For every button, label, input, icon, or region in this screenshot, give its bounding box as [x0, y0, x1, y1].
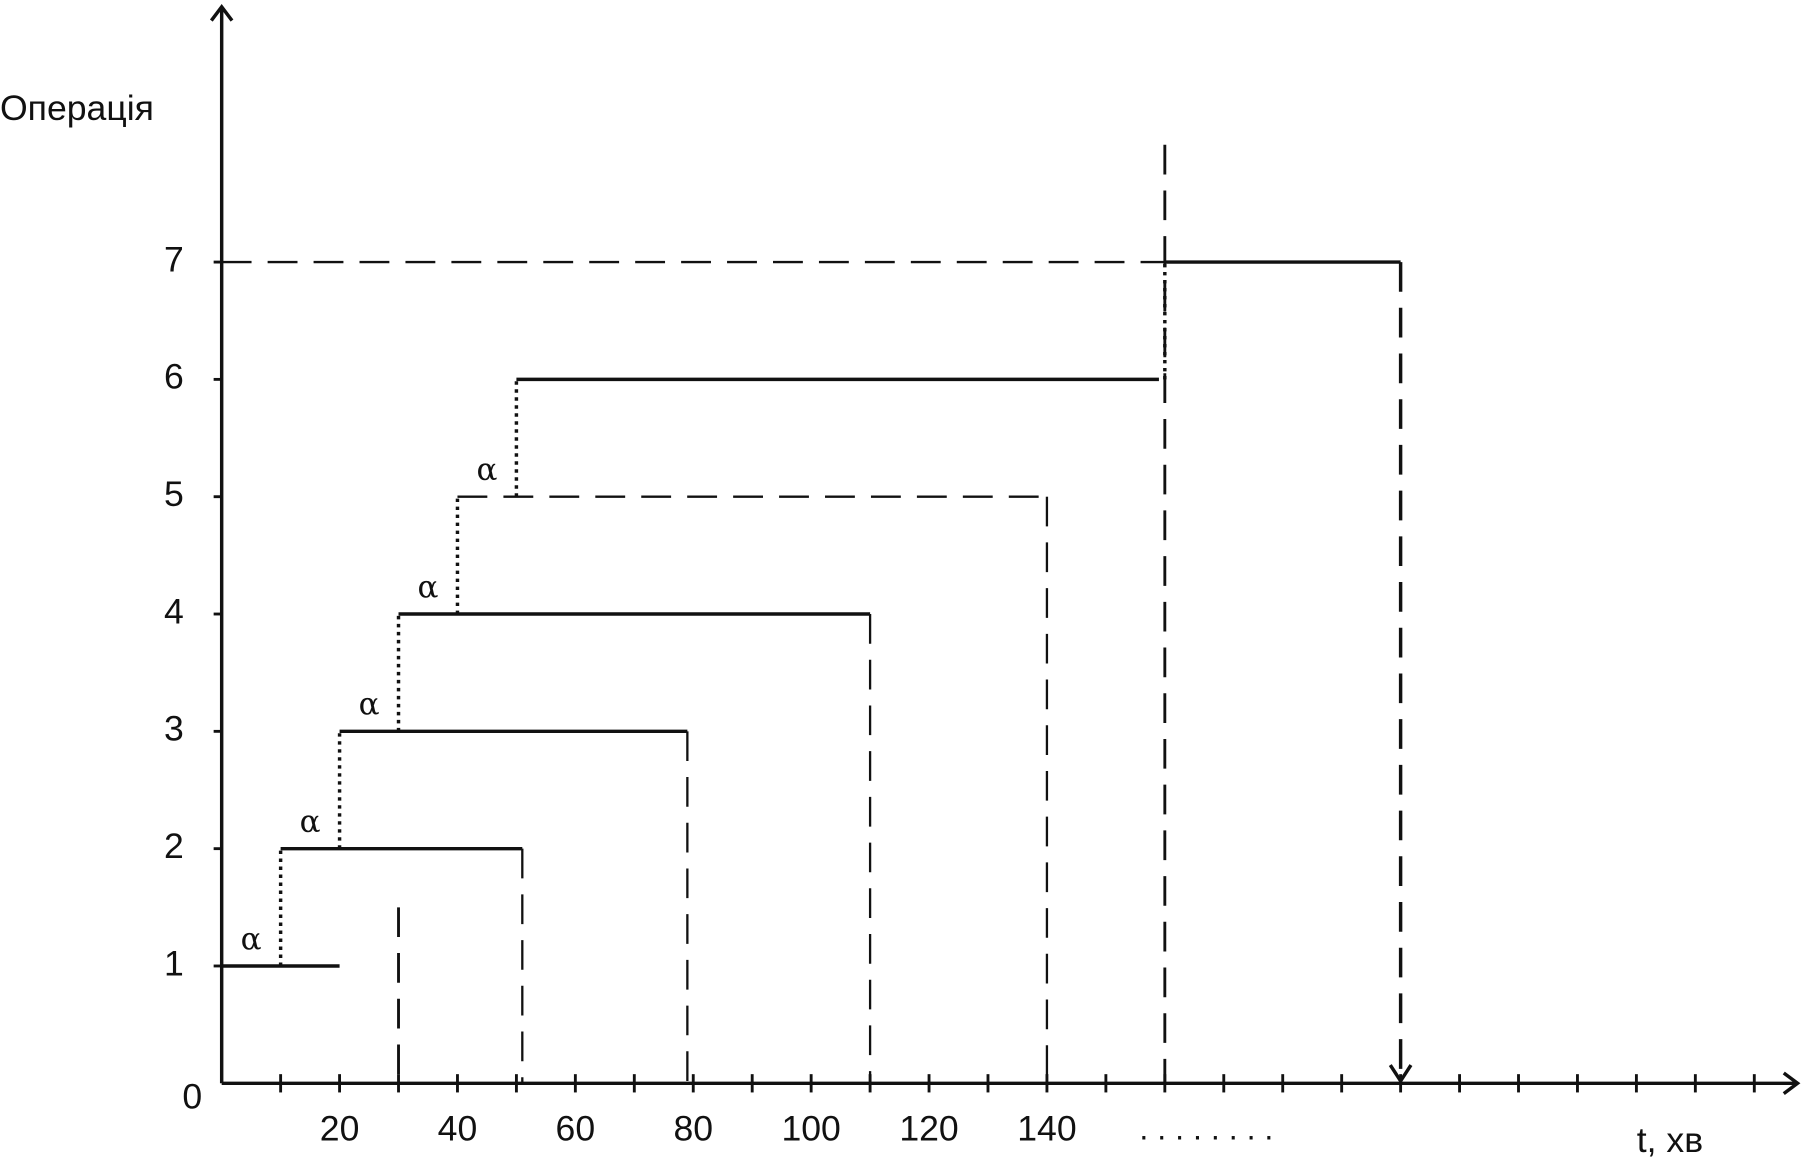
y-axis-label: Операція	[0, 88, 154, 128]
x-tick-label: 100	[781, 1109, 840, 1149]
x-axis-label: t, хв	[1637, 1120, 1703, 1160]
x-tick-label: 80	[673, 1109, 713, 1149]
y-tick-label: 2	[164, 826, 184, 866]
lag-label: α	[476, 452, 497, 488]
x-tick-label: 20	[320, 1109, 360, 1149]
lag-label: α	[241, 921, 262, 957]
lag-label: α	[418, 569, 439, 605]
lag-label: α	[300, 804, 321, 840]
y-tick-label: 6	[164, 357, 184, 397]
x-continuation: . . . . . . . .	[1139, 1111, 1273, 1147]
x-axis	[221, 1071, 1801, 1095]
y-tick-label: 0	[182, 1077, 202, 1117]
x-tick-label: 60	[556, 1109, 596, 1149]
y-tick-label: 1	[164, 943, 184, 983]
y-tick-label: 4	[164, 591, 184, 631]
y-tick-label: 3	[164, 709, 184, 749]
y-tick-label: 7	[164, 239, 184, 279]
y-axis	[209, 3, 234, 1084]
x-tick-label: 140	[1017, 1109, 1076, 1149]
y-tick-label: 5	[164, 474, 184, 514]
x-tick-label: 120	[899, 1109, 958, 1149]
x-tick-label: 40	[438, 1109, 478, 1149]
lag-label: α	[359, 687, 380, 723]
end-arrow	[1388, 1064, 1413, 1085]
